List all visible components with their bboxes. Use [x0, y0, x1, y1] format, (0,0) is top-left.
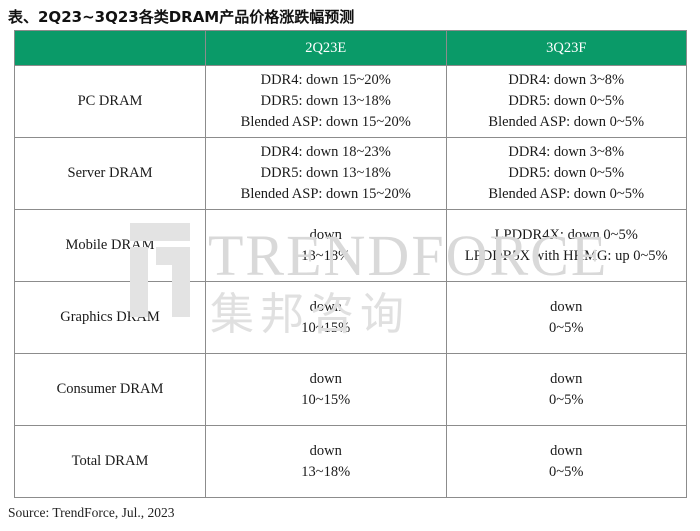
cell-text-line: down — [309, 370, 342, 387]
row-label: PC DRAM — [14, 65, 206, 138]
cell-text-line: LPDDR4X: down 0~5% — [494, 226, 638, 243]
cell-2q23e: down 10~15% — [205, 353, 447, 426]
price-forecast-table-container: 2Q23E 3Q23F PC DRAM DDR4: down 15~20% DDR5… — [14, 30, 687, 498]
cell-text-line: Blended ASP: down 0~5% — [488, 114, 645, 130]
cell-text-line: DDR5: down 13~18% — [260, 165, 391, 181]
cell-text-line: down — [550, 370, 583, 387]
row-label: Consumer DRAM — [14, 353, 206, 426]
cell-text-line: Blended ASP: down 0~5% — [488, 186, 645, 202]
cell-text-line: 0~5% — [549, 463, 584, 480]
row-label: Server DRAM — [14, 137, 206, 210]
source-note: Source: TrendForce, Jul., 2023 — [8, 505, 175, 520]
cell-text-line: down — [309, 442, 342, 459]
cell-text-line: down — [309, 226, 342, 243]
table-row: Total DRAM down 13~18% down 0~5% — [14, 425, 687, 498]
cell-text-line: 13~18% — [301, 247, 351, 264]
cell-text-line: down — [550, 442, 583, 459]
cell-text-line: down — [309, 298, 342, 315]
cell-text-line: down — [550, 298, 583, 315]
table-row: Mobile DRAM down 13~18% LPDDR4X: down 0~5% L… — [14, 209, 687, 282]
cell-text-line: DDR4: down 18~23% — [260, 144, 391, 160]
header-2q23e: 2Q23E — [205, 30, 447, 66]
cell-2q23e: down 13~18% — [205, 209, 447, 282]
table-row: PC DRAM DDR4: down 15~20% DDR5: down 13~18… — [14, 65, 687, 138]
cell-2q23e: down 10~15% — [205, 281, 447, 354]
table-row: Server DRAM DDR4: down 18~23% DDR5: down 1… — [14, 137, 687, 210]
cell-text-line: DDR5: down 13~18% — [260, 93, 391, 109]
cell-text-line: DDR5: down 0~5% — [508, 165, 625, 181]
table-body: PC DRAM DDR4: down 15~20% DDR5: down 13~18… — [14, 65, 687, 498]
page-title: 表、2Q23~3Q23各类DRAM产品价格涨跌幅预测 — [8, 8, 355, 26]
price-forecast-table: 2Q23E 3Q23F PC DRAM DDR4: down 15~20% DDR5… — [14, 30, 687, 498]
cell-text-line: DDR5: down 0~5% — [508, 93, 625, 109]
cell-text-line: 13~18% — [301, 463, 351, 480]
table-row: Consumer DRAM down 10~15% down 0~5% — [14, 353, 687, 426]
cell-3q23f: DDR4: down 3~8% DDR5: down 0~5% Blended AS… — [445, 137, 687, 210]
cell-2q23e: DDR4: down 15~20% DDR5: down 13~18% Blende… — [205, 65, 447, 138]
cell-text-line: 10~15% — [301, 319, 351, 336]
cell-text-line: DDR4: down 3~8% — [508, 144, 625, 160]
cell-3q23f: DDR4: down 3~8% DDR5: down 0~5% Blended AS… — [445, 65, 687, 138]
cell-2q23e: down 13~18% — [205, 425, 447, 498]
cell-3q23f: down 0~5% — [445, 353, 687, 426]
cell-text-line: Blended ASP: down 15~20% — [240, 114, 411, 130]
cell-2q23e: DDR4: down 18~23% DDR5: down 13~18% Blende… — [205, 137, 447, 210]
cell-text-line: 0~5% — [549, 391, 584, 408]
cell-3q23f: LPDDR4X: down 0~5% LPDDR5X with HKMG: up … — [445, 209, 687, 282]
header-corner — [14, 30, 206, 66]
cell-text-line: LPDDR5X with HKMG: up 0~5% — [464, 247, 668, 264]
table-header-row: 2Q23E 3Q23F — [14, 30, 687, 66]
cell-text-line: DDR4: down 3~8% — [508, 72, 625, 88]
cell-3q23f: down 0~5% — [445, 281, 687, 354]
cell-text-line: 0~5% — [549, 319, 584, 336]
row-label: Graphics DRAM — [14, 281, 206, 354]
cell-text-line: DDR4: down 15~20% — [260, 72, 391, 88]
row-label: Total DRAM — [14, 425, 206, 498]
cell-text-line: 10~15% — [301, 391, 351, 408]
cell-3q23f: down 0~5% — [445, 425, 687, 498]
row-label: Mobile DRAM — [14, 209, 206, 282]
header-3q23f: 3Q23F — [445, 30, 687, 66]
cell-text-line: Blended ASP: down 15~20% — [240, 186, 411, 202]
table-row: Graphics DRAM down 10~15% down 0~5% — [14, 281, 687, 354]
